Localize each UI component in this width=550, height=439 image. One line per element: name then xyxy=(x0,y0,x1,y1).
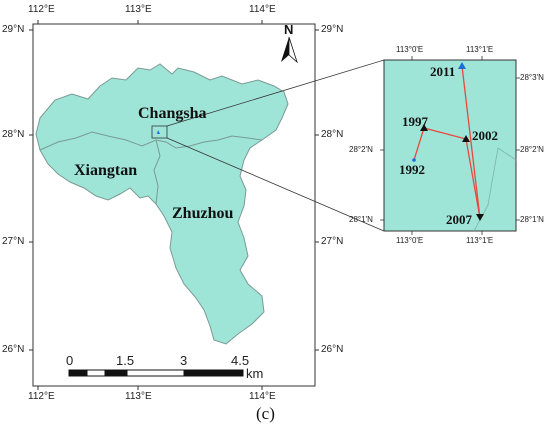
city-label-changsha: Changsha xyxy=(138,105,207,122)
city-label-xiangtan: Xiangtan xyxy=(74,162,138,179)
scale-label-3: 4.5 xyxy=(231,353,250,368)
lat-label-left-1: 29°N xyxy=(2,24,25,35)
lat-label-left-2: 28°N xyxy=(2,129,25,140)
north-arrow-icon xyxy=(281,36,298,64)
year-label-2007: 2007 xyxy=(446,212,472,227)
inset-lat-right-2: 28°2'N xyxy=(520,145,544,154)
lon-label-top-2: 113°E xyxy=(125,4,152,15)
year-label-1992: 1992 xyxy=(399,162,425,177)
figure-caption: (c) xyxy=(256,404,275,423)
inset-lon-bottom-2: 113°1'E xyxy=(466,236,494,245)
year-label-1997: 1997 xyxy=(402,114,428,129)
locator-mark xyxy=(157,130,160,134)
lat-label-left-3: 27°N xyxy=(2,236,25,247)
lon-label-bottom-2: 113°E xyxy=(125,391,152,402)
lat-label-right-2: 28°N xyxy=(321,129,344,140)
scale-label-1: 1.5 xyxy=(116,353,135,368)
inset-lon-bottom-1: 113°0'E xyxy=(396,236,424,245)
scale-label-2: 3 xyxy=(180,353,188,368)
lon-label-top-3: 114°E xyxy=(249,4,276,15)
lat-label-right-3: 27°N xyxy=(321,236,344,247)
changsha-boundary xyxy=(39,131,263,151)
year-label-2002: 2002 xyxy=(472,128,498,143)
inset-locator xyxy=(151,125,168,139)
migration-track xyxy=(413,65,481,219)
city-label-zhuzhou: Zhuzhou xyxy=(172,205,234,222)
north-label: N xyxy=(284,22,294,37)
scale-bar xyxy=(68,369,244,377)
lat-label-right-1: 29°N xyxy=(321,24,344,35)
inset-lon-top-1: 113°0'E xyxy=(396,45,424,54)
lon-label-bottom-1: 112°E xyxy=(28,391,55,402)
inset-lat-left-1: 28°2'N xyxy=(349,145,373,154)
inset-lon-top-2: 113°1'E xyxy=(466,45,494,54)
inset-lat-right-3: 28°1'N xyxy=(520,215,544,224)
main-map-frame xyxy=(32,23,316,387)
lon-label-bottom-3: 114°E xyxy=(249,391,276,402)
year-label-2011: 2011 xyxy=(430,64,456,79)
zhuzhou-boundary xyxy=(153,139,161,205)
lat-label-left-4: 26°N xyxy=(2,344,25,355)
scale-label-0: 0 xyxy=(66,353,74,368)
inset-frame xyxy=(383,59,517,232)
scale-unit: km xyxy=(246,366,264,381)
lon-label-top-1: 112°E xyxy=(28,4,55,15)
inset-lat-left-2: 28°1'N xyxy=(349,215,373,224)
lat-label-right-4: 26°N xyxy=(321,344,344,355)
inset-lat-right-1: 28°3'N xyxy=(520,73,544,82)
track-points xyxy=(412,62,484,221)
